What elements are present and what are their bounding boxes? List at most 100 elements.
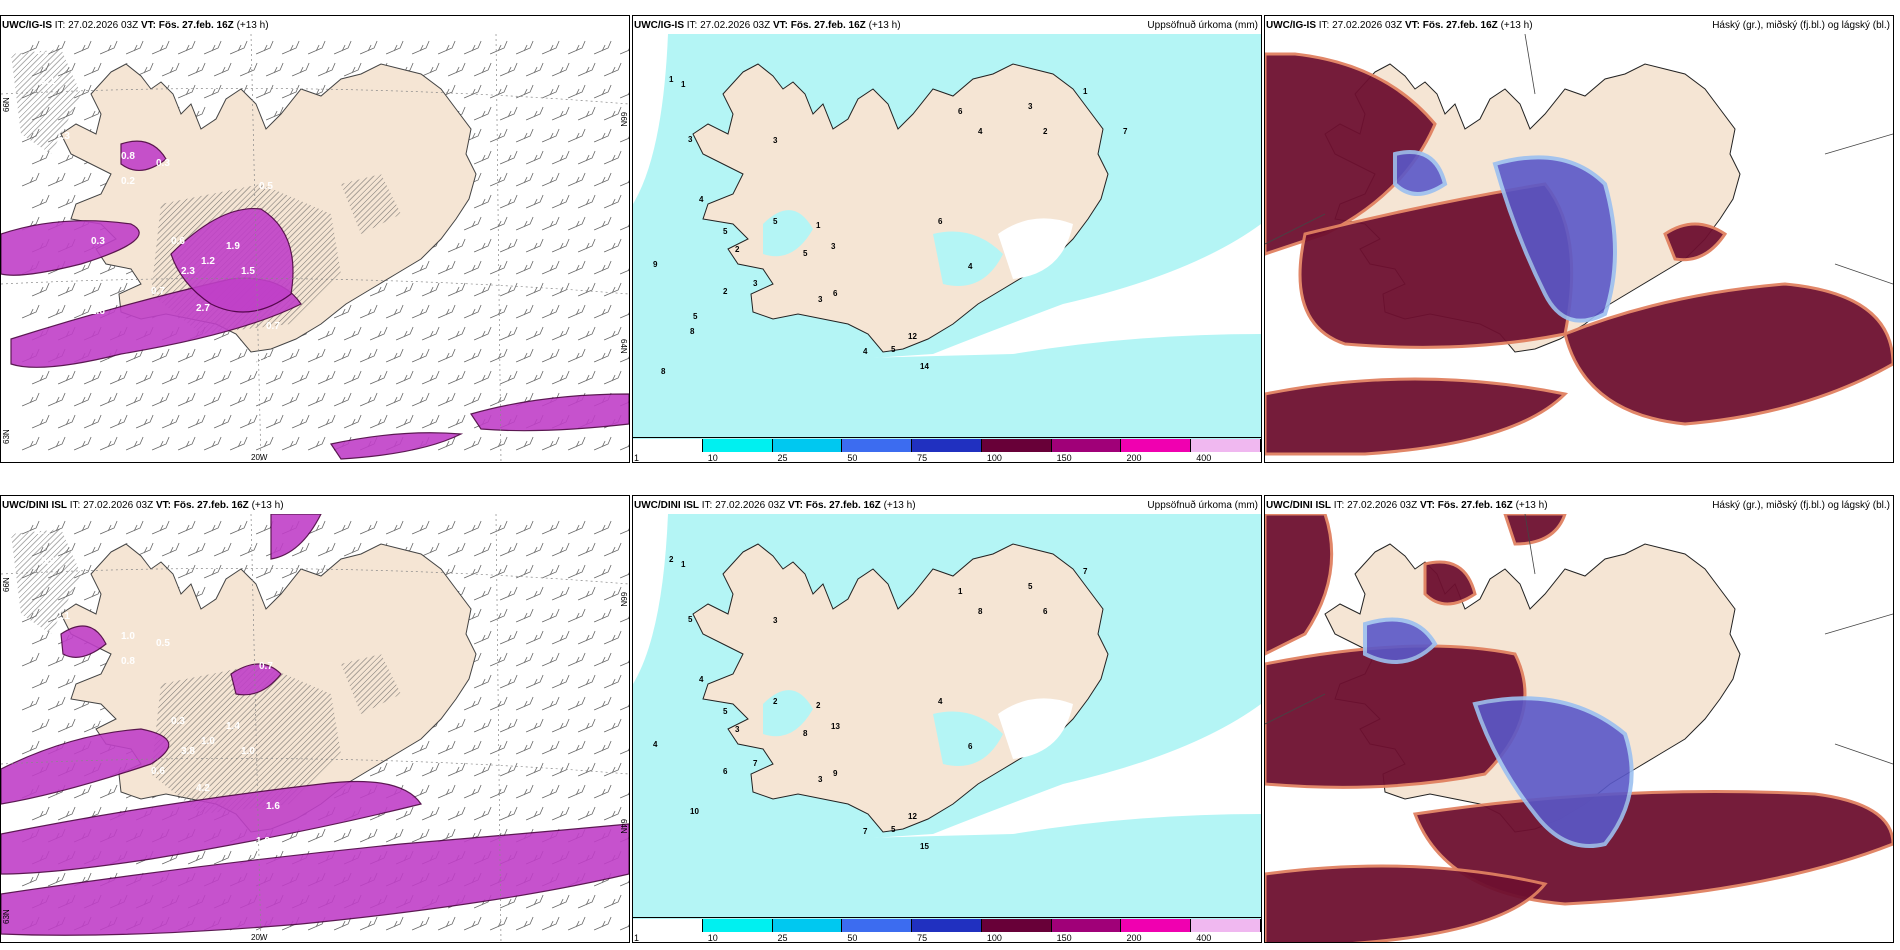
precip-value-label: 1.3 bbox=[56, 131, 70, 142]
wind-barb bbox=[213, 850, 232, 865]
wind-barb bbox=[577, 674, 596, 689]
hatch-area bbox=[341, 174, 401, 234]
wind-barb bbox=[281, 392, 300, 407]
lead-time: (+13 h) bbox=[1500, 20, 1533, 31]
wind-barb bbox=[359, 304, 378, 319]
precip-value-label: 1.9 bbox=[226, 241, 240, 252]
wind-barb bbox=[551, 282, 570, 297]
wind-barb bbox=[525, 194, 544, 209]
wind-barb bbox=[151, 40, 170, 55]
wind-barb bbox=[619, 180, 629, 187]
wind-barb bbox=[359, 392, 378, 407]
wind-barb bbox=[541, 348, 560, 363]
accum-value-label: 5 bbox=[723, 707, 728, 716]
wind-barb bbox=[437, 436, 456, 451]
wind-barb bbox=[463, 436, 482, 451]
colorbar-tick-label: 150 bbox=[1056, 453, 1072, 463]
precip-bands bbox=[1, 140, 629, 460]
graticule bbox=[1, 514, 629, 942]
precip-value-label: 2.3 bbox=[181, 266, 195, 277]
colorbar-tick-label: 400 bbox=[1196, 933, 1212, 943]
wind-barb bbox=[135, 542, 154, 557]
wind-barb bbox=[447, 326, 466, 341]
panel-title: UWC/DINI ISL IT: 27.02.2026 03Z VT: Fös.… bbox=[2, 500, 284, 511]
precip-area-south-inner bbox=[933, 711, 1003, 766]
precip-value-label: 1.5 bbox=[241, 266, 255, 277]
wind-barb bbox=[203, 348, 222, 363]
precip-value-label: 0.8 bbox=[121, 151, 135, 162]
wind-barb bbox=[567, 348, 586, 363]
boundary-lines bbox=[1265, 514, 1893, 765]
vt-label: VT: bbox=[1404, 20, 1420, 31]
wind-barb bbox=[593, 916, 612, 931]
wind-barb bbox=[567, 652, 586, 667]
wind-barb bbox=[489, 84, 508, 99]
wind-barb bbox=[473, 586, 492, 601]
it-label: IT: bbox=[1318, 20, 1330, 31]
wind-barb bbox=[473, 542, 492, 557]
wind-barb bbox=[47, 696, 66, 711]
wind-barb bbox=[125, 520, 144, 535]
wind-barb bbox=[203, 392, 222, 407]
wind-barb bbox=[125, 348, 144, 363]
accum-value-label: 4 bbox=[968, 262, 973, 271]
wind-barb bbox=[567, 172, 586, 187]
accum-value-label: 1 bbox=[816, 221, 821, 230]
it-value: 27.02.2026 03Z bbox=[68, 20, 139, 31]
wind-barb bbox=[541, 784, 560, 799]
wind-barb bbox=[83, 62, 102, 77]
precip-band bbox=[1, 728, 170, 805]
accum-value-label: 9 bbox=[653, 260, 658, 269]
wind-barb bbox=[421, 282, 440, 297]
wind-barb bbox=[551, 150, 570, 165]
wind-barb bbox=[83, 282, 102, 297]
wind-barb bbox=[593, 128, 612, 143]
wind-barb bbox=[499, 106, 518, 121]
wind-barb bbox=[473, 282, 492, 297]
accum-value-label: 5 bbox=[688, 615, 693, 624]
lat-label-64: 64N bbox=[619, 339, 628, 354]
wind-barb bbox=[489, 436, 508, 451]
wind-barb bbox=[541, 40, 560, 55]
wind-barb bbox=[603, 194, 622, 209]
wind-barb bbox=[567, 520, 586, 535]
wind-barb bbox=[255, 348, 274, 363]
accum-value-label: 8 bbox=[661, 367, 666, 376]
wind-barb bbox=[239, 542, 258, 557]
precip-value-label: 0.7 bbox=[151, 286, 165, 297]
wind-barb bbox=[161, 542, 180, 557]
wind-barb bbox=[359, 828, 378, 843]
wind-barb bbox=[619, 92, 629, 99]
wind-barb bbox=[473, 718, 492, 733]
wind-barb bbox=[619, 48, 629, 55]
wind-barb bbox=[73, 784, 92, 799]
accum-value-label: 8 bbox=[690, 327, 695, 336]
accum-value-label: 1 bbox=[681, 80, 686, 89]
wind-barb bbox=[541, 84, 560, 99]
precip-bands bbox=[1, 514, 629, 936]
wind-barb bbox=[593, 652, 612, 667]
wind-barb bbox=[499, 282, 518, 297]
it-label: IT: bbox=[701, 500, 713, 511]
wind-barb bbox=[499, 718, 518, 733]
wind-barb bbox=[603, 586, 622, 601]
wind-barb bbox=[619, 356, 629, 363]
colorbar-tick-label: 150 bbox=[1056, 933, 1072, 943]
wind-barb bbox=[109, 414, 128, 429]
wind-barb bbox=[577, 238, 596, 253]
colorbar-swatch bbox=[981, 919, 1052, 932]
wind-barb bbox=[99, 520, 118, 535]
wind-barb bbox=[473, 674, 492, 689]
wind-barb bbox=[567, 84, 586, 99]
precip-area-south bbox=[633, 814, 1261, 920]
wind-barb bbox=[151, 520, 170, 535]
colorbar-swatch bbox=[702, 439, 773, 452]
accum-value-label: 12 bbox=[908, 812, 917, 821]
wind-barb bbox=[31, 150, 50, 165]
wind-barb bbox=[489, 260, 508, 275]
wind-barb bbox=[203, 520, 222, 535]
wind-barb bbox=[489, 696, 508, 711]
wind-barb bbox=[525, 106, 544, 121]
precip-value-label: 1.0 bbox=[201, 736, 215, 747]
wind-barb bbox=[515, 696, 534, 711]
